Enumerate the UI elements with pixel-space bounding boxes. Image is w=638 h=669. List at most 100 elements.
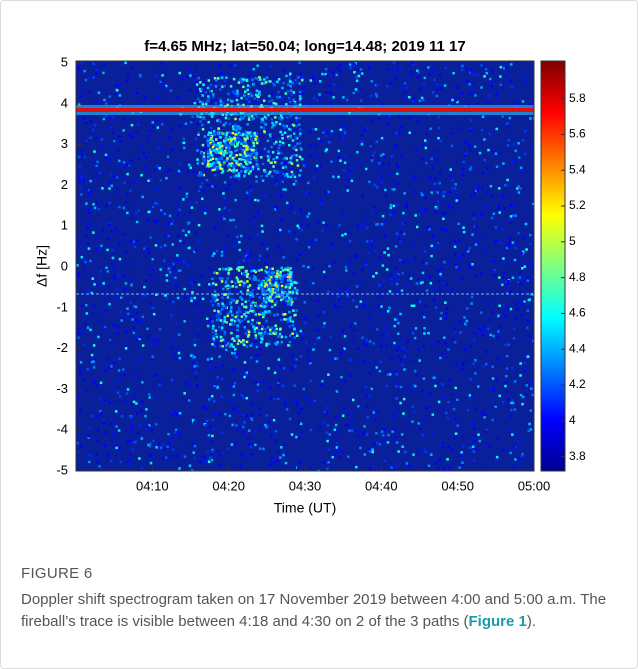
speckle — [221, 302, 224, 305]
speckle — [444, 353, 447, 356]
speckle — [116, 332, 119, 335]
speckle — [500, 240, 503, 243]
speckle — [308, 360, 311, 363]
speckle — [278, 358, 281, 361]
speckle — [199, 81, 202, 84]
speckle — [462, 436, 465, 439]
speckle — [288, 128, 291, 131]
speckle — [358, 75, 361, 78]
speckle — [213, 272, 216, 275]
speckle — [83, 156, 86, 159]
speckle — [371, 321, 374, 324]
speckle — [219, 167, 222, 170]
speckle — [303, 388, 306, 391]
speckle — [497, 437, 500, 440]
speckle — [475, 448, 478, 451]
speckle — [440, 228, 443, 231]
speckle — [344, 131, 347, 134]
speckle — [312, 348, 315, 351]
speckle — [246, 374, 249, 377]
speckle — [249, 219, 252, 222]
figure-link[interactable]: Figure 1 — [469, 613, 527, 630]
speckle — [269, 290, 272, 293]
speckle — [268, 100, 271, 103]
speckle — [108, 187, 111, 190]
speckle — [394, 370, 397, 373]
speckle — [283, 318, 286, 321]
speckle — [353, 329, 356, 332]
speckle — [503, 207, 506, 210]
speckle — [182, 142, 185, 145]
speckle — [145, 157, 148, 160]
speckle — [189, 89, 192, 92]
speckle — [212, 96, 215, 99]
speckle — [260, 121, 263, 124]
speckle — [418, 348, 421, 351]
speckle — [409, 361, 412, 364]
speckle — [299, 128, 302, 131]
speckle — [245, 98, 248, 101]
speckle — [433, 376, 436, 379]
speckle — [81, 256, 84, 259]
speckle — [168, 235, 171, 238]
speckle — [309, 144, 312, 147]
speckle — [416, 282, 419, 285]
speckle — [281, 288, 284, 291]
speckle — [243, 323, 246, 326]
speckle — [374, 361, 377, 364]
speckle — [264, 116, 267, 119]
speckle — [109, 159, 112, 162]
speckle — [274, 304, 277, 307]
speckle — [452, 393, 455, 396]
speckle — [136, 239, 139, 242]
speckle — [236, 429, 239, 432]
speckle — [183, 241, 186, 244]
speckle — [401, 433, 404, 436]
speckle — [223, 133, 226, 136]
speckle — [295, 436, 298, 439]
speckle — [280, 319, 283, 322]
speckle — [473, 450, 476, 453]
speckle — [77, 331, 80, 334]
speckle — [189, 383, 192, 386]
speckle — [455, 97, 458, 100]
speckle — [387, 441, 390, 444]
speckle — [351, 180, 354, 183]
speckle — [469, 394, 472, 397]
speckle — [223, 333, 226, 336]
speckle — [90, 454, 93, 457]
speckle — [276, 80, 279, 83]
speckle — [385, 195, 388, 198]
speckle — [234, 239, 237, 242]
speckle — [344, 161, 347, 164]
speckle — [163, 118, 166, 121]
speckle — [437, 137, 440, 140]
speckle — [211, 115, 214, 118]
speckle — [455, 432, 458, 435]
speckle — [215, 333, 218, 336]
speckle — [231, 100, 234, 103]
speckle — [436, 159, 439, 162]
speckle — [237, 281, 240, 284]
speckle — [219, 144, 222, 147]
speckle — [254, 97, 257, 100]
speckle — [253, 279, 256, 282]
speckle — [265, 320, 268, 323]
speckle — [209, 90, 212, 93]
speckle — [367, 270, 370, 273]
speckle — [278, 96, 281, 99]
speckle — [474, 94, 477, 97]
speckle — [224, 181, 227, 184]
speckle — [178, 163, 181, 166]
speckle — [284, 268, 287, 271]
speckle — [299, 132, 302, 135]
speckle — [278, 144, 281, 147]
speckle — [207, 145, 210, 148]
speckle — [291, 332, 294, 335]
speckle — [150, 454, 153, 457]
speckle — [407, 341, 410, 344]
speckle — [115, 447, 118, 450]
speckle — [294, 79, 297, 82]
speckle — [327, 373, 330, 376]
speckle — [224, 85, 227, 88]
